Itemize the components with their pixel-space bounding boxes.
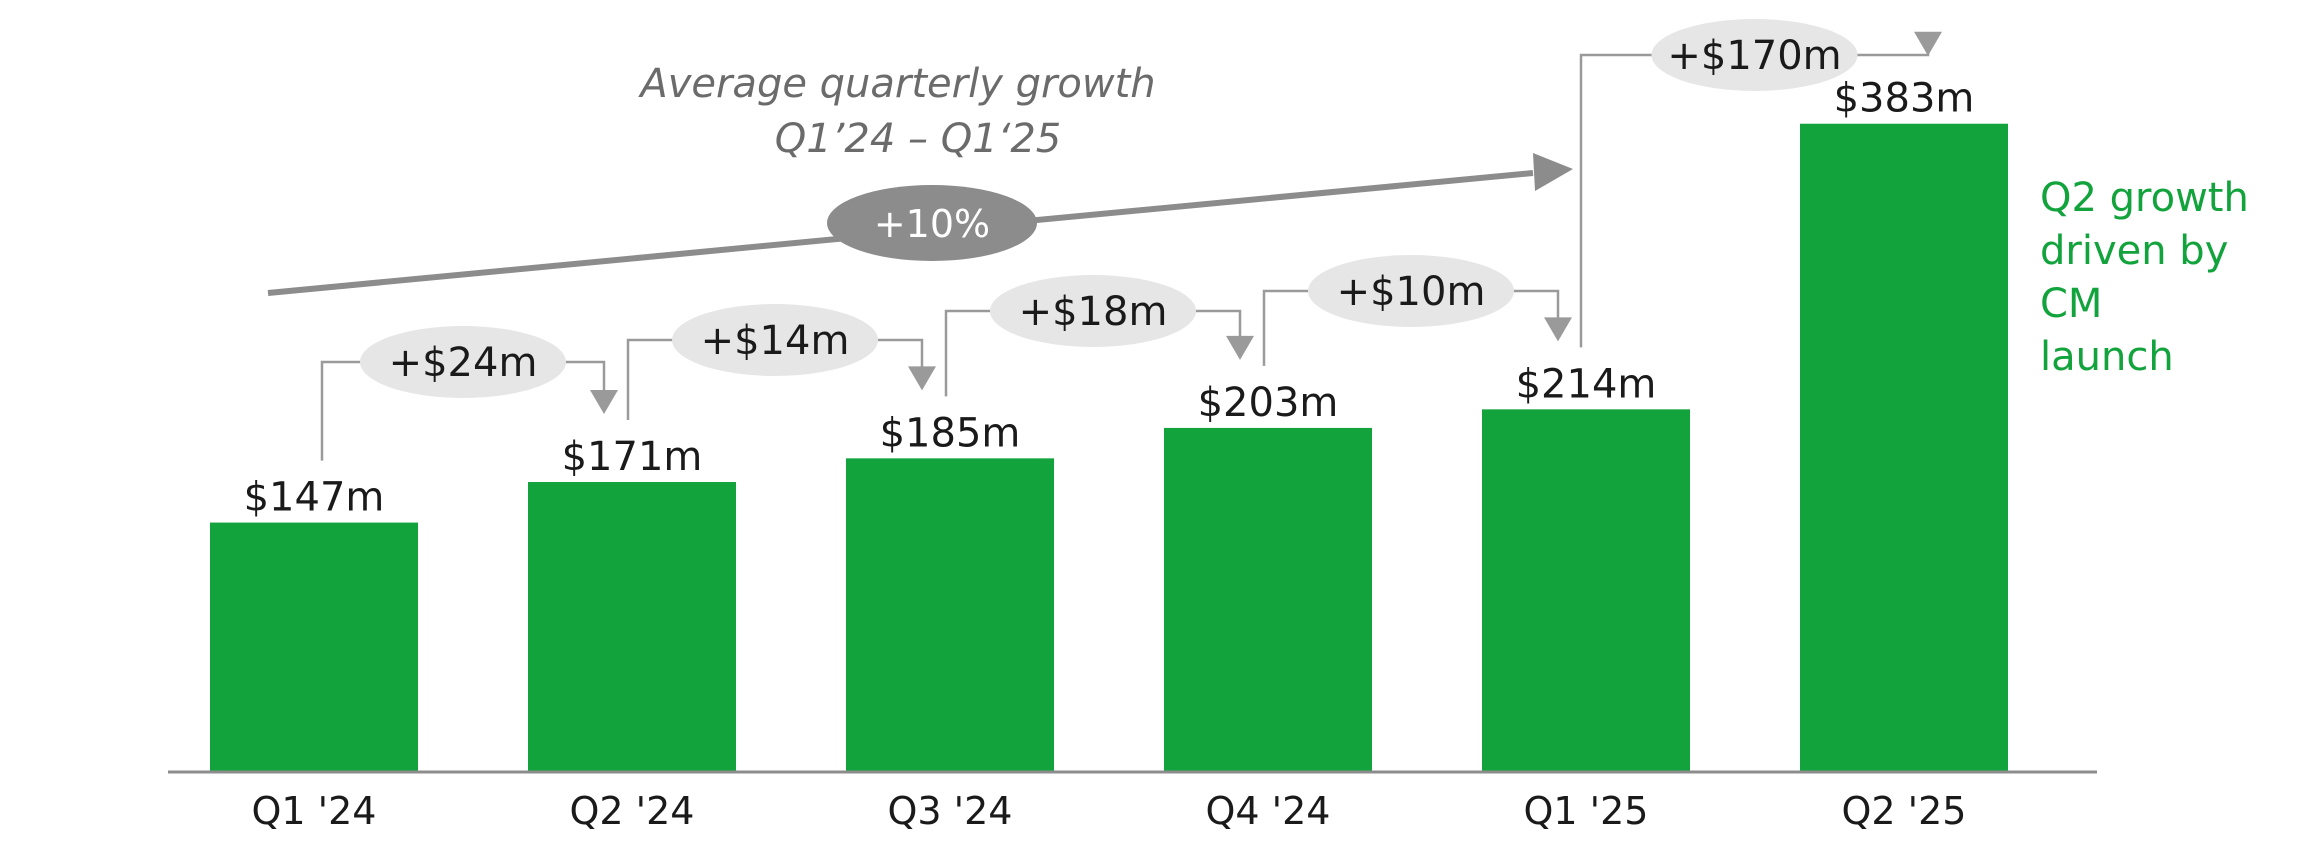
- growth-bubble: [827, 185, 1037, 261]
- delta-bubble: [1308, 255, 1514, 327]
- growth-value: +10%: [874, 202, 990, 246]
- value-label: $185m: [880, 410, 1021, 456]
- delta-label: +$24m: [389, 340, 538, 386]
- side-note-line: CM: [2040, 281, 2102, 327]
- value-label: $203m: [1198, 380, 1339, 426]
- category-label: Q1 '24: [252, 789, 377, 833]
- value-label: $214m: [1516, 361, 1657, 407]
- bar: [1800, 123, 2008, 772]
- delta-arrow-head: [1544, 317, 1572, 342]
- delta-bubble: [672, 304, 878, 376]
- delta-label: +$14m: [701, 318, 850, 364]
- delta-bubble: [1651, 19, 1858, 91]
- delta-arrow-head: [908, 366, 936, 391]
- value-label: $171m: [562, 434, 703, 480]
- bar: [210, 522, 418, 771]
- delta-bubble: [360, 326, 566, 398]
- bar: [1164, 427, 1372, 771]
- category-label: Q3 '24: [888, 789, 1013, 833]
- side-note-line: Q2 growth: [2040, 175, 2249, 221]
- growth-title-line2: Q1’24 – Q1‘25: [775, 116, 1062, 162]
- value-label: $147m: [244, 475, 385, 521]
- side-note-line: driven by: [2040, 228, 2228, 274]
- category-label: Q2 '24: [570, 789, 695, 833]
- delta-arrow-head: [1914, 31, 1942, 56]
- delta-arrow-head: [1226, 335, 1254, 360]
- delta-arrow-head: [590, 390, 618, 415]
- average-growth-arrow-head: [1533, 153, 1573, 191]
- bar: [846, 458, 1054, 771]
- category-label: Q1 '25: [1524, 789, 1649, 833]
- bar: [1482, 409, 1690, 771]
- delta-bubble: [990, 275, 1196, 347]
- category-label: Q4 '24: [1206, 789, 1331, 833]
- delta-label: +$170m: [1667, 33, 1841, 79]
- side-note-line: launch: [2040, 334, 2174, 380]
- delta-label: +$10m: [1337, 269, 1486, 315]
- delta-label: +$18m: [1019, 289, 1168, 335]
- bar: [528, 482, 736, 771]
- value-label: $383m: [1834, 76, 1975, 122]
- growth-title-line1: Average quarterly growth: [637, 61, 1155, 107]
- category-label: Q2 '25: [1842, 789, 1967, 833]
